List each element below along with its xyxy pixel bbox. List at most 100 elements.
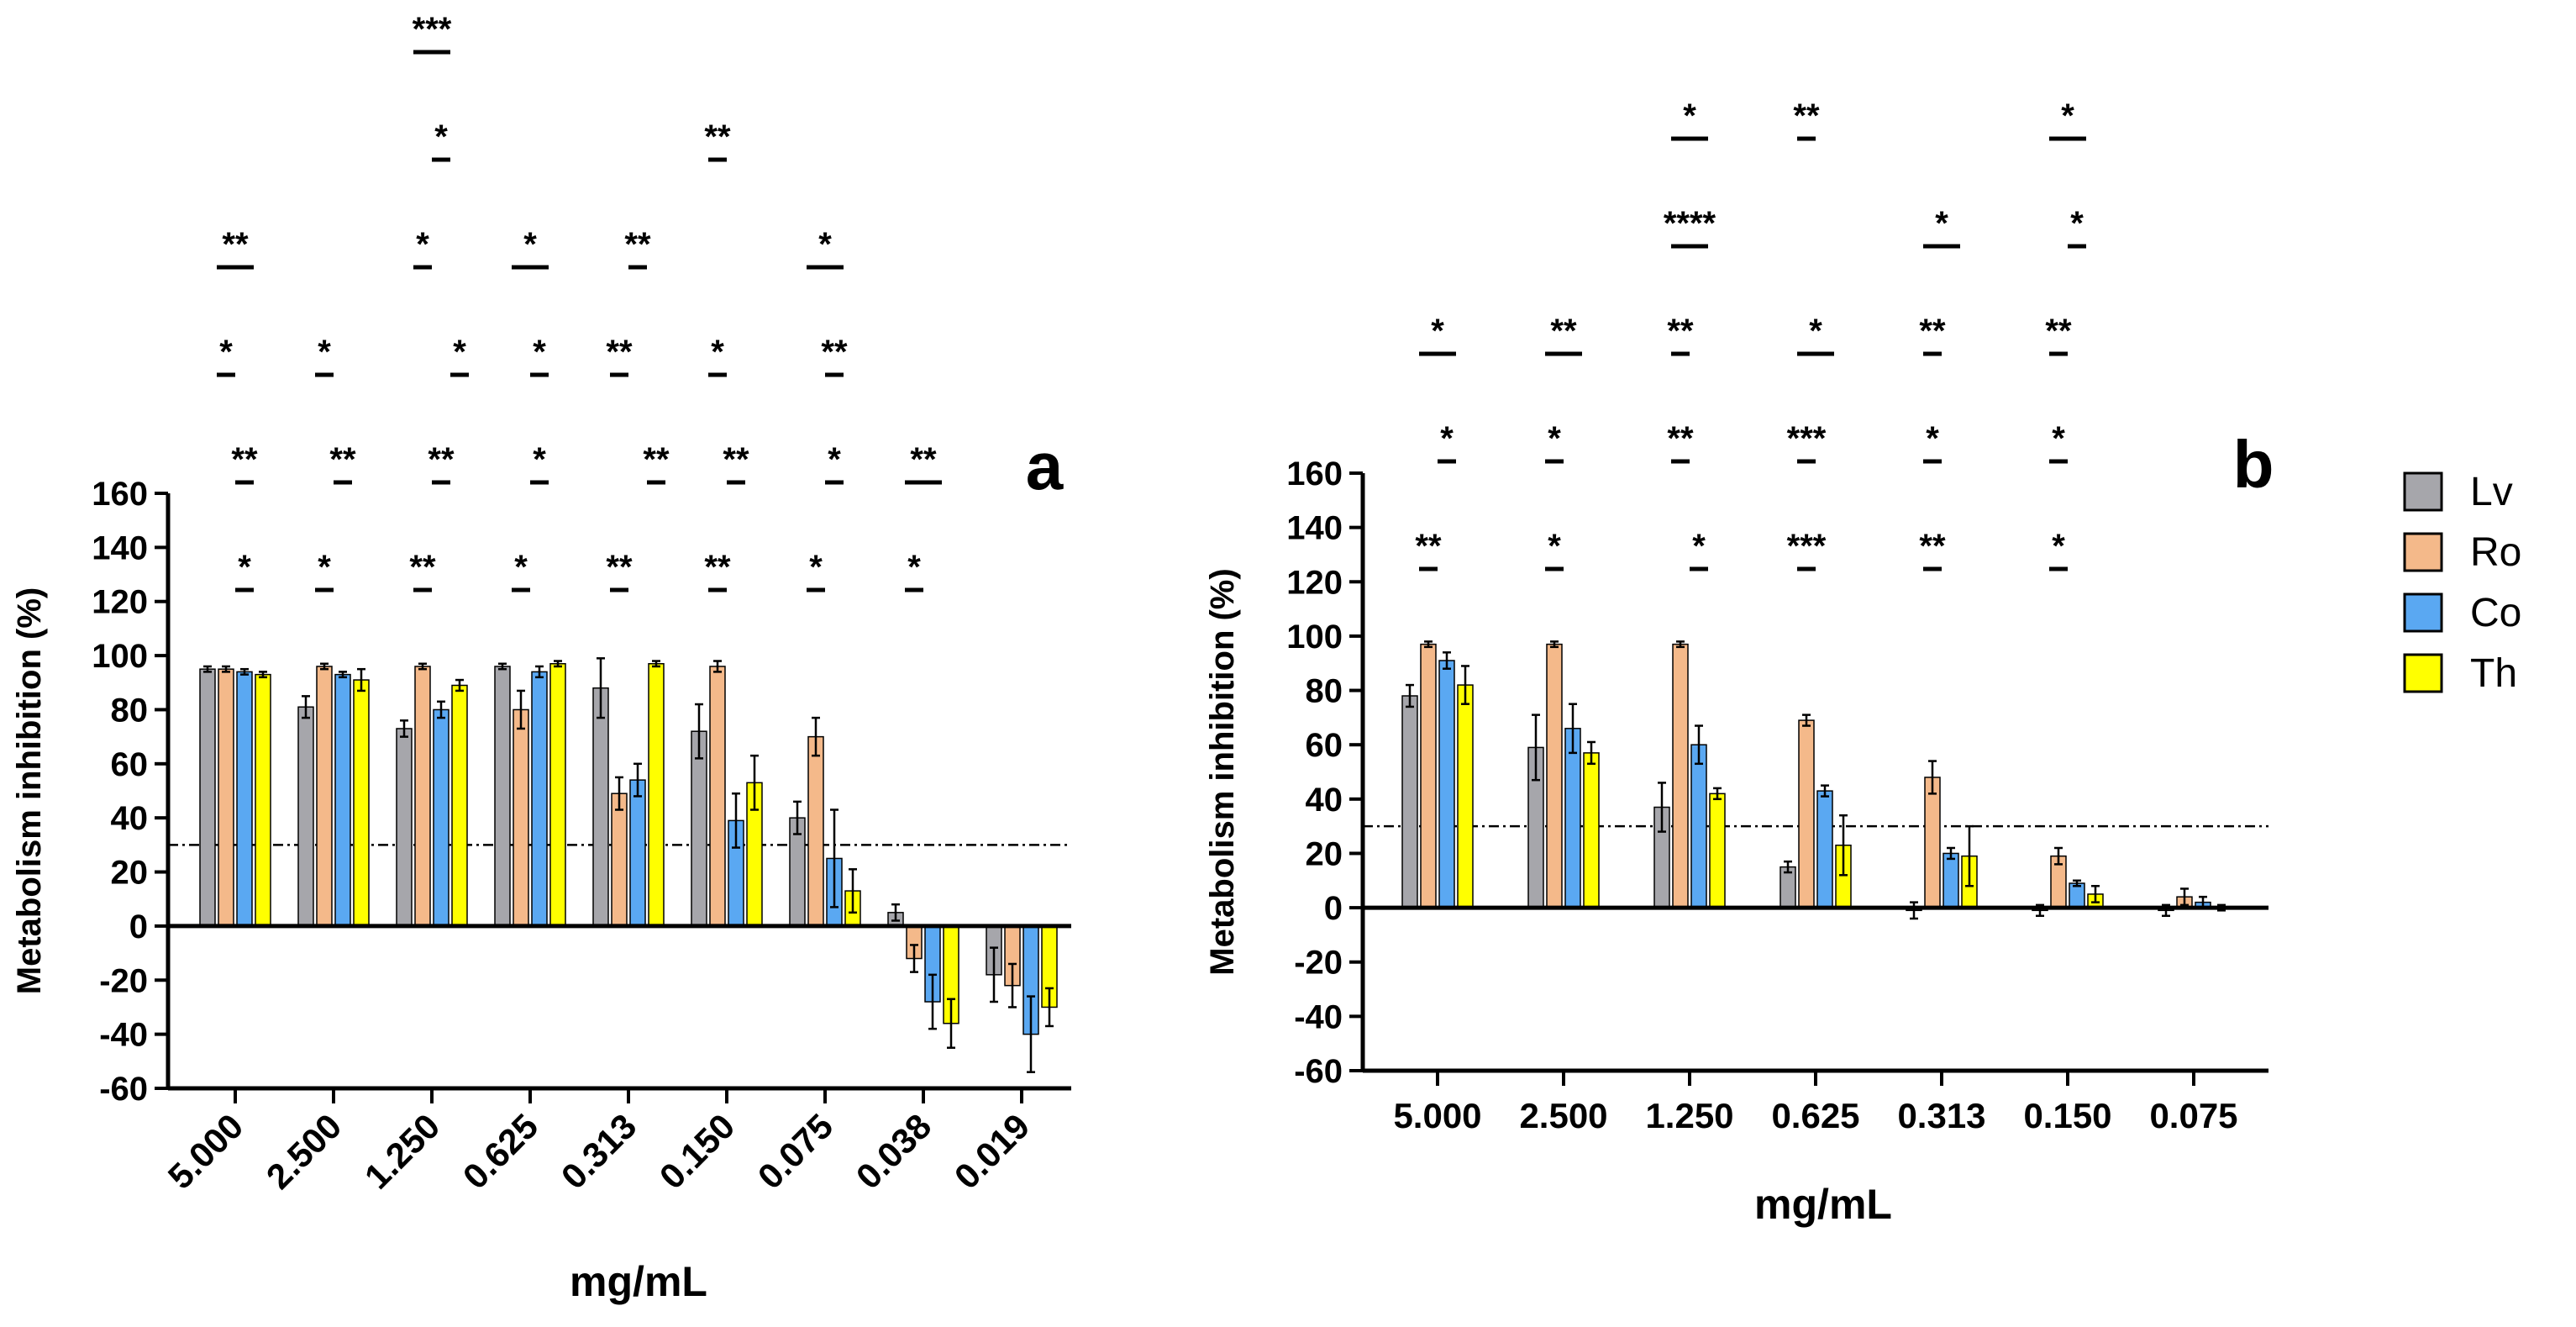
- significance-label: **: [329, 441, 356, 478]
- x-tick-label: 0.625: [455, 1106, 546, 1197]
- significance-label: *: [318, 334, 331, 371]
- significance-label: *: [818, 226, 832, 263]
- bar-Ro-2.500: [1546, 643, 1563, 908]
- significance-label: *: [1809, 313, 1822, 350]
- significance-label: *: [318, 549, 331, 586]
- legend-swatch-Lv: [2403, 471, 2443, 512]
- bar-Lv-1.250: [396, 728, 413, 927]
- y-tick-label: -20: [1294, 945, 1343, 982]
- legend-label-Co: Co: [2470, 591, 2521, 635]
- significance-label: **: [1550, 313, 1577, 350]
- legend-label-Ro: Ro: [2470, 530, 2521, 575]
- y-axis-title: Metabolism inhibition (%): [11, 587, 48, 994]
- y-tick-label: -20: [99, 962, 148, 999]
- y-tick-label: 20: [111, 855, 149, 892]
- x-tick-label: 0.625: [1771, 1096, 1859, 1135]
- panel-b: -60 -40 -20 0 20 40 60 80 100 120 140 160 5.000 2.500…: [1204, 97, 2274, 1228]
- bar-Th-5.000: [1457, 684, 1474, 908]
- significance-label: *: [514, 549, 528, 586]
- panel-label: b: [2233, 427, 2274, 502]
- significance-label: *: [1683, 97, 1696, 134]
- x-tick-label: 1.250: [1645, 1096, 1733, 1135]
- y-tick-label: 140: [1286, 510, 1343, 547]
- significance-label: **: [704, 549, 731, 586]
- significance-label: *: [1431, 313, 1444, 350]
- bar-Lv-5.000: [199, 668, 216, 927]
- y-tick-label: -60: [1294, 1053, 1343, 1090]
- significance-label: **: [643, 441, 670, 478]
- significance-label: ****: [1664, 205, 1716, 242]
- significance-label: *: [416, 226, 429, 263]
- significance-label: *: [1926, 420, 1939, 457]
- legend-swatch-Co: [2403, 592, 2443, 633]
- bar-Co-5.000: [1438, 660, 1455, 908]
- bar-Ro-0.625: [513, 708, 529, 927]
- bar-Ro-0.313: [611, 793, 628, 927]
- bar-Ro-0.313: [1924, 777, 1941, 908]
- bar-Ro-2.500: [316, 666, 333, 927]
- x-axis-title: mg/mL: [570, 1258, 707, 1305]
- y-tick-label: -60: [99, 1071, 148, 1108]
- x-tick-label: 0.075: [2149, 1096, 2237, 1135]
- x-tick-label: 0.313: [1897, 1096, 1985, 1135]
- significance-label: *: [2052, 528, 2065, 565]
- bar-Ro-5.000: [1420, 643, 1437, 908]
- bar-Ro-5.000: [218, 668, 234, 927]
- significance-label: **: [1667, 420, 1694, 457]
- x-tick-label: 5.000: [160, 1106, 251, 1197]
- bar-Co-5.000: [236, 671, 253, 927]
- y-tick-label: 160: [92, 476, 148, 513]
- bar-Th-2.500: [353, 679, 370, 927]
- significance-label: **: [723, 441, 749, 478]
- y-tick-label: 100: [1286, 619, 1343, 656]
- significance-label: **: [910, 441, 937, 478]
- significance-label: ***: [413, 11, 452, 48]
- significance-label: *: [453, 334, 466, 371]
- significance-label: *: [1440, 420, 1454, 457]
- bar-Lv-5.000: [1401, 695, 1418, 908]
- significance-label: **: [1667, 313, 1694, 350]
- bar-Th-0.625: [549, 662, 566, 927]
- bar-Ro-1.250: [414, 666, 431, 927]
- significance-label: **: [821, 334, 848, 371]
- significance-label: **: [409, 549, 436, 586]
- legend-swatch-Th: [2403, 653, 2443, 693]
- bar-Th-1.250: [451, 684, 468, 927]
- x-tick-label: 0.075: [750, 1106, 841, 1197]
- x-tick-label: 2.500: [1519, 1096, 1607, 1135]
- x-tick-label: 0.150: [652, 1106, 743, 1197]
- significance-label: **: [2045, 313, 2072, 350]
- x-tick-label: 5.000: [1393, 1096, 1481, 1135]
- bar-Th-5.000: [255, 673, 271, 927]
- significance-label: *: [1548, 420, 1561, 457]
- y-tick-label: 100: [92, 638, 148, 675]
- bar-Ro-0.625: [1798, 719, 1815, 908]
- y-tick-label: 0: [1324, 890, 1343, 927]
- bar-Co-2.500: [1564, 728, 1581, 908]
- y-tick-label: 120: [1286, 564, 1343, 601]
- significance-label: **: [704, 118, 731, 155]
- y-tick-label: 80: [1306, 673, 1343, 710]
- bar-Ro-1.250: [1672, 643, 1689, 908]
- bar-Th-1.250: [1709, 793, 1726, 908]
- x-tick-label: 2.500: [259, 1106, 350, 1197]
- significance-label: *: [434, 118, 448, 155]
- y-tick-label: 120: [92, 584, 148, 621]
- y-tick-label: 160: [1286, 455, 1343, 492]
- x-axis-title: mg/mL: [1754, 1181, 1892, 1228]
- y-tick-label: 60: [111, 746, 149, 783]
- y-tick-label: 80: [111, 692, 149, 729]
- x-tick-label: 0.038: [849, 1106, 939, 1197]
- panel-label: a: [1026, 429, 1064, 503]
- significance-label: *: [238, 549, 251, 586]
- significance-label: *: [523, 226, 537, 263]
- y-tick-label: -40: [99, 1017, 148, 1054]
- bar-Co-0.625: [1816, 790, 1833, 908]
- significance-label: **: [428, 441, 455, 478]
- significance-label: **: [1415, 528, 1442, 565]
- legend: Lv Ro Co Th: [2403, 470, 2521, 696]
- bar-Co-0.625: [531, 671, 548, 927]
- significance-label: *: [219, 334, 233, 371]
- significance-label: *: [1935, 205, 1948, 242]
